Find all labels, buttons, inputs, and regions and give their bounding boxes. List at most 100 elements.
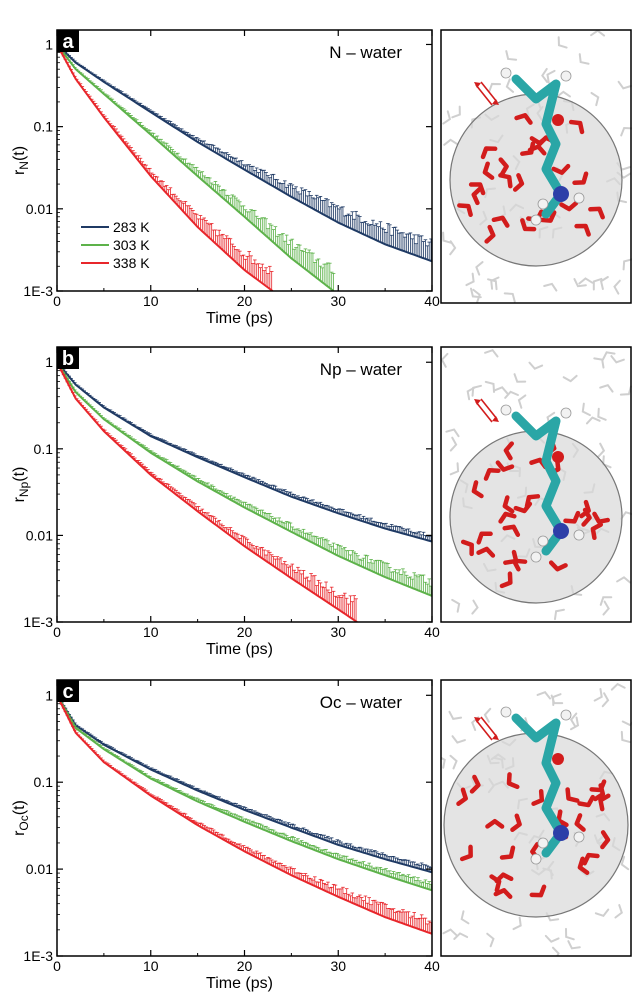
hydrogen-atom	[537, 198, 549, 210]
water-molecule	[539, 210, 557, 223]
background-water	[451, 598, 461, 613]
y-tick-label: 0.01	[26, 527, 53, 543]
hydrogen-atom	[573, 831, 585, 843]
hydrogen-atom	[537, 535, 549, 547]
water-molecule	[469, 774, 481, 794]
x-axis-label: Time (ps)	[206, 975, 273, 992]
snapshot-frame	[440, 679, 632, 957]
snapshot-frame	[440, 29, 632, 304]
background-water	[546, 69, 556, 84]
y-axis-label: rN(t)	[11, 146, 31, 175]
panel-letter-box	[57, 347, 79, 369]
y-tick-label: 0.1	[34, 774, 54, 790]
series-line	[57, 361, 432, 597]
water-molecule	[476, 546, 496, 558]
background-water	[442, 231, 453, 244]
oxygen-atom	[552, 114, 564, 126]
background-water	[505, 78, 515, 93]
background-water	[543, 282, 558, 292]
hydrogen-atom	[573, 529, 585, 541]
panel-letter: b	[62, 348, 74, 370]
molecule-snapshot-b	[440, 346, 632, 623]
background-water	[488, 82, 502, 93]
series-line	[57, 361, 432, 543]
arrow-line	[480, 81, 498, 103]
background-water	[555, 90, 571, 98]
arrow-line	[475, 401, 493, 423]
solvation-sphere	[449, 93, 623, 267]
background-water	[621, 720, 632, 727]
background-water	[505, 50, 518, 61]
series-338k	[57, 361, 358, 622]
background-water	[578, 277, 594, 285]
panel-letter: c	[62, 681, 73, 703]
background-water	[620, 855, 630, 871]
hydrogen-atom	[560, 709, 572, 721]
water-molecule	[512, 173, 525, 192]
y-tick-label: 0.1	[34, 441, 54, 457]
x-axis-label: Time (ps)	[206, 310, 273, 327]
y-tick-label: 0.01	[26, 861, 53, 877]
water-molecule	[471, 480, 484, 499]
double-arrow	[474, 398, 499, 423]
series-line	[57, 694, 432, 935]
water-molecule	[574, 223, 591, 237]
background-water	[517, 394, 527, 409]
background-water	[592, 277, 603, 291]
x-tick-label: 0	[53, 958, 61, 974]
nitrogen-atom	[553, 523, 569, 539]
water-molecule	[503, 559, 521, 572]
background-water	[513, 373, 527, 383]
background-water	[503, 292, 516, 303]
background-water	[448, 710, 463, 720]
background-water	[569, 716, 580, 731]
background-water	[441, 352, 449, 368]
solute-molecule	[500, 67, 585, 226]
background-water	[490, 276, 500, 290]
series-303k	[57, 43, 336, 291]
background-water	[614, 904, 623, 919]
water-molecule	[524, 494, 541, 509]
background-water	[442, 928, 458, 937]
hydrogen-atom	[500, 404, 512, 416]
background-water	[541, 67, 549, 83]
solute-molecule	[500, 404, 585, 563]
water-molecule	[529, 884, 547, 898]
arrow-line	[475, 84, 493, 106]
panel-letter-box	[57, 680, 79, 702]
panel-title: N – water	[329, 43, 402, 62]
water-molecule	[600, 830, 611, 850]
water-molecule	[498, 157, 509, 177]
oxygen-atom	[552, 753, 564, 765]
background-water	[599, 596, 613, 606]
background-water	[599, 276, 609, 291]
background-water	[562, 374, 578, 383]
background-water	[613, 279, 621, 295]
snapshot-frame	[440, 346, 632, 623]
water-molecule	[480, 146, 498, 160]
series-303k	[57, 694, 432, 892]
molecule-snapshot-c	[440, 679, 632, 957]
hydrogen-atom	[560, 407, 572, 419]
water-molecule	[499, 845, 516, 860]
background-water	[597, 442, 606, 458]
water-molecule	[456, 787, 468, 806]
water-molecule	[551, 163, 571, 175]
chart-panel-b: 0 10 20 30 40 1E-3 0.01 0.1 1 Time (ps) rNp(t) Np –…	[11, 346, 440, 658]
background-water	[460, 910, 470, 925]
water-molecule	[577, 794, 595, 808]
water-molecule	[491, 215, 510, 228]
water-molecule	[460, 539, 474, 557]
water-molecule	[495, 460, 515, 472]
arrow-head	[474, 82, 481, 88]
hydrogen-atom	[500, 706, 512, 718]
chart-panel-c: 0 10 20 30 40 1E-3 0.01 0.1 1 Time (ps) rOc(t) Oc –…	[11, 679, 440, 992]
water-molecule	[489, 874, 502, 893]
arrow-head	[492, 99, 499, 105]
background-water	[599, 384, 614, 393]
x-tick-label: 30	[330, 624, 346, 640]
background-water	[471, 599, 479, 615]
water-molecule	[520, 141, 536, 156]
water-molecule	[568, 119, 585, 135]
nitrogen-atom	[553, 825, 569, 841]
